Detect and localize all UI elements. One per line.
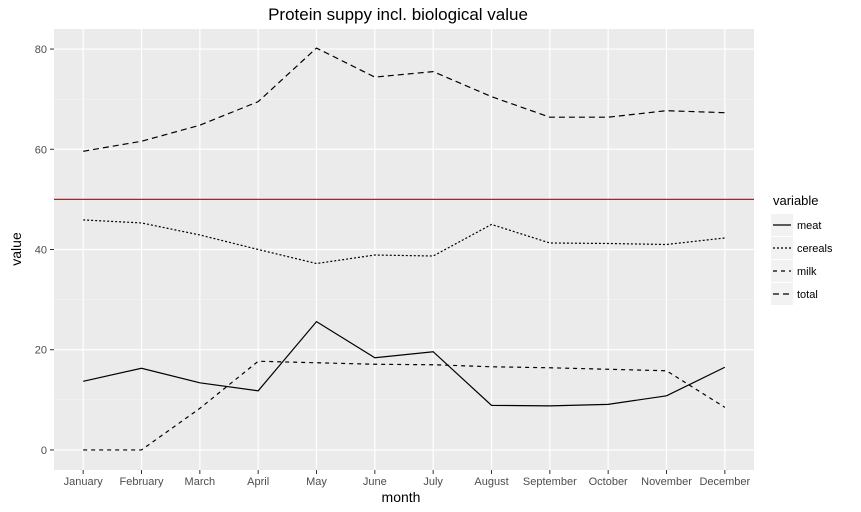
x-tick-label: September [523,476,577,488]
legend-label-meat: meat [797,220,821,232]
x-tick-label: January [64,476,104,488]
grid-major [54,29,754,470]
y-tick-label: 20 [35,345,47,357]
legend-title: variable [773,193,819,208]
x-tick-label: March [185,476,216,488]
x-tick-label: July [423,476,443,488]
series-group [83,47,726,451]
series-line-cereals [83,219,725,265]
y-tick-label: 40 [35,245,47,257]
x-axis-title: month [382,489,421,505]
chart-title: Protein suppy incl. biological value [268,5,528,24]
x-tick-label: November [641,476,692,488]
x-axis-ticks: January February March April May June July Augu… [64,470,751,488]
legend-label-cereals: cereals [797,243,833,255]
y-axis-title: value [8,232,24,266]
x-tick-label: August [474,476,508,488]
legend-key-bg [771,283,793,305]
legend-label-total: total [797,289,818,301]
x-tick-label: December [699,476,750,488]
x-tick-label: April [247,476,269,488]
x-tick-label: June [363,476,387,488]
series-line-meat [83,320,726,407]
legend-label-milk: milk [797,266,817,278]
y-tick-label: 0 [41,445,47,457]
x-tick-label: February [119,476,164,488]
y-tick-label: 60 [35,144,47,156]
x-tick-label: October [589,476,628,488]
y-axis-ticks: 0 20 40 60 80 [35,44,54,457]
x-tick-label: May [306,476,327,488]
y-tick-label: 80 [35,44,47,56]
legend: variable meat cereals milk total [771,193,833,305]
